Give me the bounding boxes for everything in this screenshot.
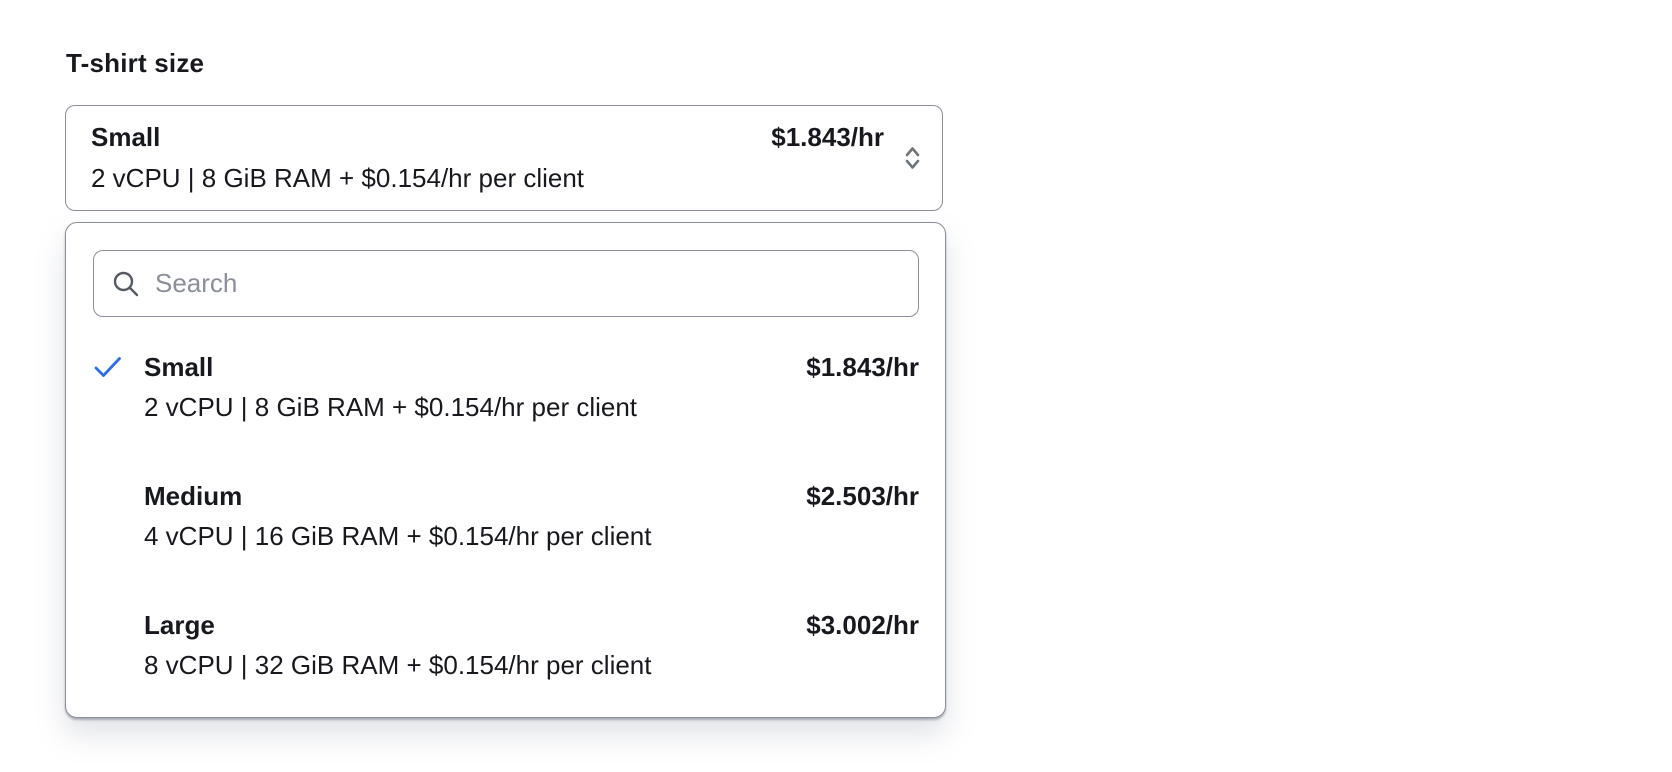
selected-option-name: Small [91,122,161,152]
option-price: $1.843/hr [806,352,919,382]
option-description: 4 vCPU | 16 GiB RAM + $0.154/hr per clie… [144,521,652,551]
up-down-chevron-icon [901,142,924,174]
selected-option-description: 2 vCPU | 8 GiB RAM + $0.154/hr per clien… [91,163,585,193]
option-name: Medium [144,481,243,511]
option-description: 8 vCPU | 32 GiB RAM + $0.154/hr per clie… [144,650,652,680]
search-input[interactable] [155,268,902,299]
option-description: 2 vCPU | 8 GiB RAM + $0.154/hr per clien… [144,392,638,422]
check-icon [93,355,144,379]
option-price: $2.503/hr [806,481,919,511]
size-option-large[interactable]: Large $3.002/hr 8 vCPU | 32 GiB RAM + $0… [93,606,919,685]
size-option-small[interactable]: Small $1.843/hr 2 vCPU | 8 GiB RAM + $0.… [93,348,919,427]
size-dropdown-panel: Small $1.843/hr 2 vCPU | 8 GiB RAM + $0.… [65,222,946,718]
option-name: Small [144,352,214,382]
search-icon [111,269,140,298]
selected-option-price: $1.843/hr [771,122,884,152]
size-option-medium[interactable]: Medium $2.503/hr 4 vCPU | 16 GiB RAM + $… [93,477,919,556]
field-label-tshirt-size: T-shirt size [66,48,205,78]
option-name: Large [144,610,215,640]
search-box [93,250,919,317]
size-select-trigger[interactable]: Small 2 vCPU | 8 GiB RAM + $0.154/hr per… [65,105,943,211]
option-price: $3.002/hr [806,610,919,640]
